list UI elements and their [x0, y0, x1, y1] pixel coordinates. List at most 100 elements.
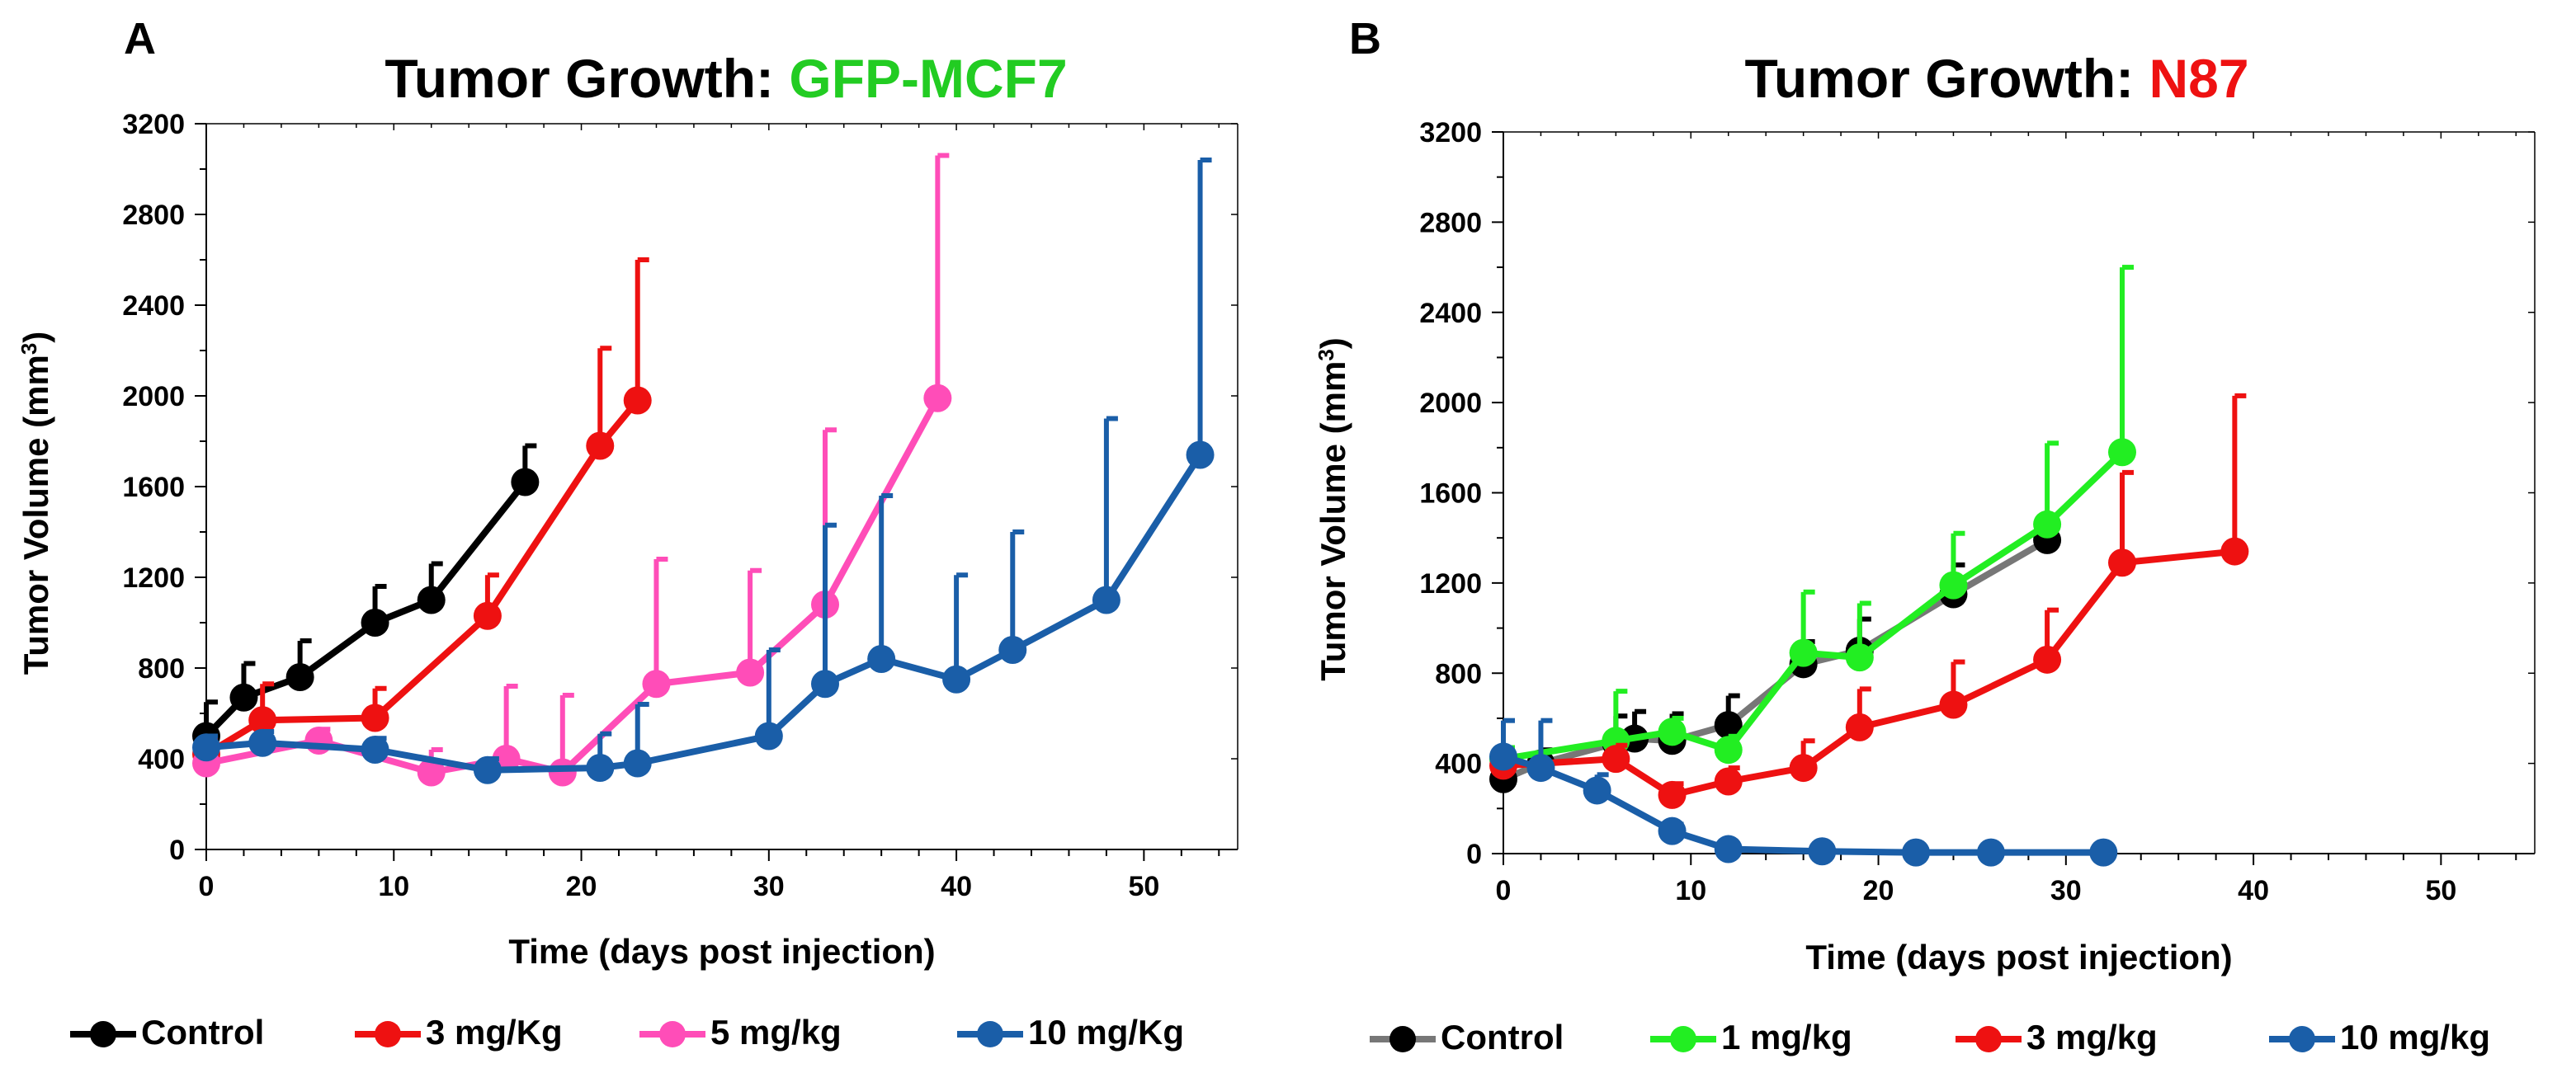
x-tick-label: 10	[1675, 875, 1706, 906]
chart-title: Tumor Growth: N87	[1744, 48, 2248, 109]
y-tick-label: 1200	[122, 562, 185, 594]
data-point	[248, 706, 277, 735]
data-point	[586, 754, 615, 782]
data-point	[304, 727, 333, 755]
y-tick-label: 2000	[122, 381, 185, 412]
series-line	[1503, 548, 2235, 798]
chart-title-highlight: N87	[2149, 48, 2248, 109]
x-tick-label: 50	[1128, 871, 1159, 902]
y-tick-label: 2800	[1419, 207, 1482, 238]
legend-marker	[375, 1021, 401, 1047]
y-axis-label-main: Tumor Volume (mm	[1314, 361, 1352, 681]
x-tick-label: 20	[566, 871, 597, 902]
y-tick-label: 400	[138, 744, 185, 775]
y-tick-label: 1600	[122, 472, 185, 503]
data-point	[417, 758, 446, 787]
chart-title-highlight: GFP-MCF7	[789, 48, 1067, 109]
series-5-mg-kg	[192, 153, 952, 787]
data-point	[1714, 835, 1743, 863]
x-tick-label: 50	[2425, 875, 2456, 906]
y-axis-label-superscript: 3	[1314, 349, 1338, 360]
series-control	[1489, 524, 2062, 793]
data-point	[2033, 510, 2062, 539]
data-point	[1845, 713, 1874, 741]
series-10-mg-kg	[1489, 718, 2118, 867]
data-point	[1939, 690, 1968, 719]
y-tick-label: 2000	[1419, 388, 1482, 419]
chart-title-prefix: Tumor Growth:	[385, 48, 789, 109]
data-point	[1714, 767, 1743, 796]
data-point	[248, 728, 277, 757]
data-point	[361, 703, 389, 732]
legend-marker	[1670, 1026, 1696, 1052]
data-point	[361, 736, 389, 764]
legend-item: 10 mg/kg	[2269, 1018, 2490, 1056]
y-axis-label-suffix: )	[17, 332, 55, 343]
data-point	[1789, 638, 1818, 667]
legend-label: 3 mg/Kg	[426, 1013, 563, 1052]
data-point	[1092, 586, 1121, 614]
data-point	[1845, 643, 1874, 672]
x-axis-label: Time (days post injection)	[508, 932, 935, 971]
legend-item: 3 mg/kg	[1956, 1018, 2158, 1056]
legend-item: 3 mg/Kg	[355, 1013, 563, 1052]
legend-item: Control	[70, 1013, 264, 1052]
data-point	[1186, 440, 1215, 469]
legend-item: Control	[1370, 1018, 1564, 1056]
y-tick-label: 3200	[122, 109, 185, 140]
data-point	[1789, 754, 1818, 783]
series-3-mg-kg	[1489, 393, 2249, 809]
y-axis-label-main: Tumor Volume (mm	[17, 355, 55, 675]
legend-label: Control	[1441, 1018, 1564, 1056]
legend-label: 5 mg/kg	[710, 1013, 842, 1052]
panel-label: A	[124, 14, 156, 64]
data-point	[942, 665, 971, 694]
legend-label: 3 mg/kg	[2026, 1018, 2158, 1056]
x-tick-label: 0	[1496, 875, 1512, 906]
x-tick-label: 30	[2050, 875, 2082, 906]
data-point	[2220, 537, 2249, 566]
data-point	[1976, 838, 2005, 867]
data-point	[473, 755, 502, 784]
data-point	[229, 683, 258, 712]
data-point	[2033, 645, 2062, 674]
legend-marker	[659, 1021, 686, 1047]
data-point	[811, 670, 839, 699]
data-point	[1658, 816, 1687, 845]
data-point	[1714, 736, 1743, 765]
x-axis-label: Time (days post injection)	[1805, 938, 2232, 976]
y-tick-label: 800	[138, 653, 185, 685]
data-point	[1602, 745, 1630, 774]
legend-label: Control	[141, 1013, 264, 1052]
series-line	[1503, 449, 2125, 763]
y-axis-label: Tumor Volume (mm3)	[1314, 337, 1352, 681]
panel-label: B	[1349, 14, 1381, 64]
data-point	[1526, 754, 1555, 783]
data-point	[586, 431, 615, 460]
data-point	[1658, 718, 1687, 746]
data-point	[923, 384, 952, 412]
data-point	[1939, 571, 1968, 600]
chart-title: Tumor Growth: GFP-MCF7	[385, 48, 1067, 109]
y-axis-label-suffix: )	[1314, 337, 1352, 349]
legend-item: 5 mg/kg	[639, 1013, 842, 1052]
data-point	[1808, 837, 1837, 866]
data-point	[1658, 780, 1687, 809]
data-point	[548, 758, 577, 787]
legend-marker	[2289, 1026, 2315, 1052]
y-tick-label: 800	[1435, 658, 1482, 689]
y-tick-label: 1200	[1419, 568, 1482, 600]
data-point	[2108, 438, 2136, 467]
y-tick-label: 2400	[122, 290, 185, 322]
data-point	[2108, 548, 2136, 577]
legend-label: 1 mg/kg	[1721, 1018, 1852, 1056]
legend-marker	[1389, 1026, 1416, 1052]
data-point	[623, 386, 652, 415]
x-tick-label: 40	[2238, 875, 2269, 906]
y-tick-label: 0	[169, 835, 185, 866]
y-tick-label: 3200	[1419, 117, 1482, 148]
y-axis-label-superscript: 3	[17, 343, 41, 355]
data-point	[867, 645, 896, 673]
panel-a: A Tumor Growth: GFP-MCF7 0 400 800 1200 1600 20…	[17, 14, 1238, 1052]
